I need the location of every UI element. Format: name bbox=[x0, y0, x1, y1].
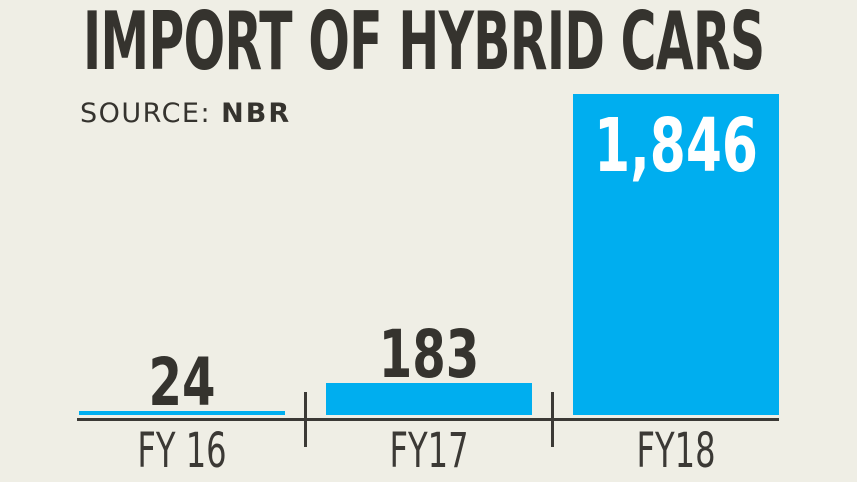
bar-fy17 bbox=[325, 383, 532, 415]
x-axis-tick-2 bbox=[551, 392, 554, 447]
x-axis-tick-1 bbox=[304, 392, 307, 447]
source-line: SOURCE: NBR bbox=[80, 100, 291, 127]
bar-value-label: 1,846 bbox=[594, 103, 758, 189]
source-label: SOURCE: bbox=[80, 98, 212, 129]
bar-value-label: 24 bbox=[148, 344, 216, 421]
x-axis-label-fy18: FY18 bbox=[636, 423, 716, 479]
source-value: NBR bbox=[221, 98, 292, 129]
bar-fy16 bbox=[79, 411, 285, 415]
x-axis-label-fy17: FY17 bbox=[388, 423, 469, 479]
x-axis-label-fy16: FY 16 bbox=[137, 423, 227, 479]
page-title: IMPORT OF HYBRID CARS bbox=[83, 0, 765, 88]
bar-value-label: 183 bbox=[378, 316, 479, 393]
x-axis-line bbox=[77, 418, 779, 421]
bar-fy18 bbox=[573, 94, 779, 415]
